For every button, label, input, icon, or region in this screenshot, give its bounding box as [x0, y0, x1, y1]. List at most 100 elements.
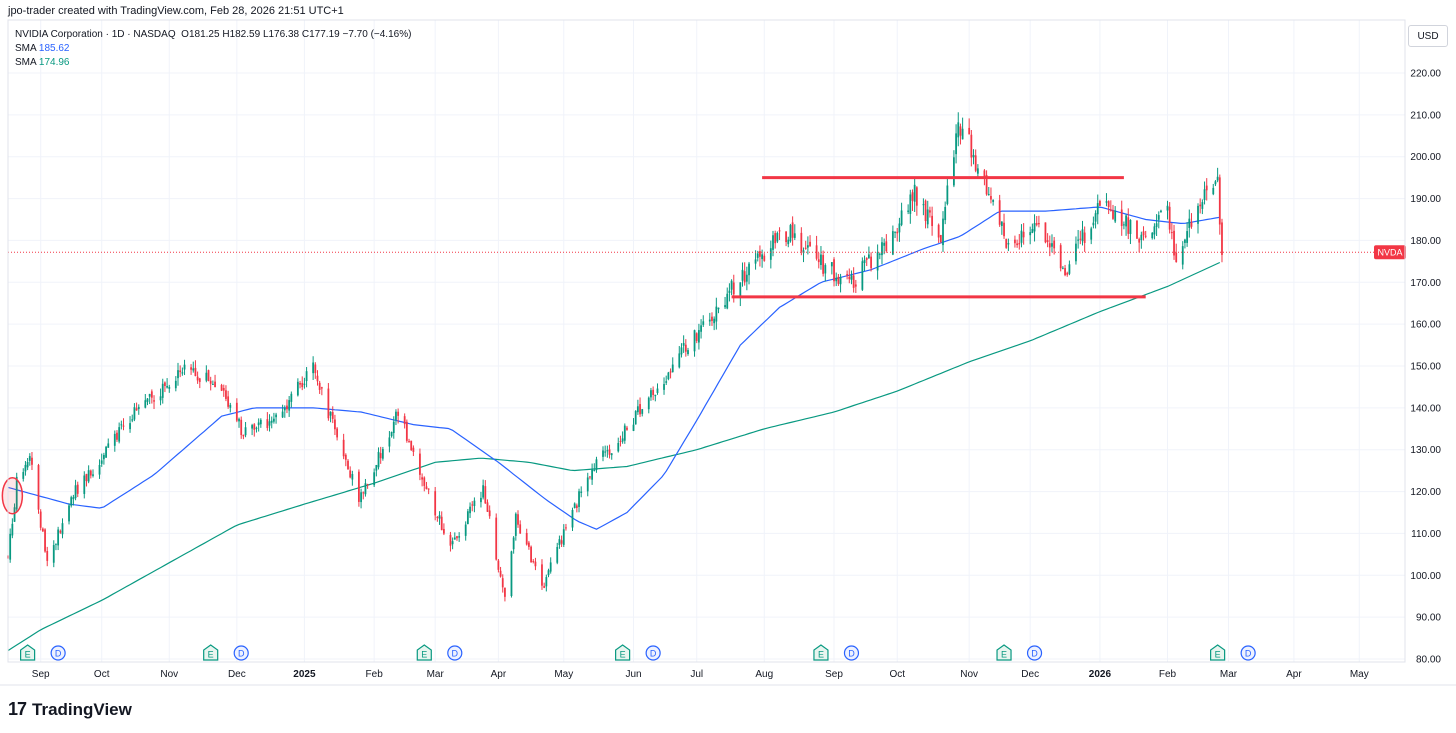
candle[interactable] — [1081, 220, 1084, 246]
candle[interactable] — [1173, 224, 1175, 260]
candle[interactable] — [436, 516, 439, 522]
candle[interactable] — [85, 473, 88, 487]
candle[interactable] — [730, 279, 733, 296]
candle[interactable] — [362, 491, 365, 500]
candle[interactable] — [876, 244, 879, 280]
candle[interactable] — [410, 440, 413, 452]
candle[interactable] — [133, 403, 136, 422]
candle[interactable] — [1212, 183, 1215, 196]
candle[interactable] — [179, 365, 182, 378]
candle[interactable] — [61, 518, 64, 539]
candle[interactable] — [320, 386, 323, 396]
candle[interactable] — [1181, 241, 1184, 270]
candle[interactable] — [804, 240, 807, 250]
candle[interactable] — [924, 199, 927, 229]
candle[interactable] — [968, 118, 971, 135]
candle[interactable] — [578, 488, 580, 513]
candle[interactable] — [1005, 238, 1008, 249]
candle[interactable] — [1216, 167, 1219, 183]
candle[interactable] — [547, 568, 550, 578]
candle[interactable] — [861, 257, 864, 291]
candle[interactable] — [820, 246, 822, 270]
candle[interactable] — [846, 270, 849, 280]
candle[interactable] — [98, 459, 101, 479]
candle[interactable] — [266, 412, 269, 431]
candle[interactable] — [942, 211, 944, 252]
candle[interactable] — [822, 250, 825, 277]
candle[interactable] — [525, 528, 528, 546]
candle[interactable] — [488, 505, 491, 519]
candle[interactable] — [484, 480, 487, 504]
candle[interactable] — [1061, 266, 1064, 270]
candle[interactable] — [669, 368, 672, 379]
candle[interactable] — [1035, 216, 1038, 227]
candle[interactable] — [52, 540, 55, 568]
candle[interactable] — [164, 381, 166, 393]
candle[interactable] — [837, 273, 840, 286]
candle[interactable] — [1000, 221, 1003, 235]
candle[interactable] — [57, 526, 60, 551]
candle[interactable] — [453, 532, 456, 540]
candle[interactable] — [573, 502, 576, 509]
candle[interactable] — [159, 388, 162, 406]
candle[interactable] — [290, 391, 293, 408]
candle[interactable] — [1140, 231, 1143, 249]
dividend-event-icon[interactable]: D — [645, 645, 661, 661]
candle[interactable] — [868, 246, 870, 259]
candle[interactable] — [211, 380, 214, 385]
candle[interactable] — [650, 387, 652, 401]
candle[interactable] — [1029, 226, 1032, 245]
candle[interactable] — [336, 427, 339, 441]
candle[interactable] — [440, 511, 443, 531]
candle[interactable] — [558, 535, 561, 549]
dividend-event-icon[interactable]: D — [50, 645, 66, 661]
candle[interactable] — [456, 535, 458, 541]
candle[interactable] — [423, 476, 426, 492]
candle[interactable] — [1175, 243, 1178, 263]
candle[interactable] — [684, 339, 687, 357]
candle[interactable] — [545, 574, 548, 592]
candle[interactable] — [255, 426, 258, 433]
candle[interactable] — [41, 527, 44, 533]
candle[interactable] — [715, 297, 718, 330]
candle[interactable] — [992, 199, 995, 206]
candle[interactable] — [1112, 204, 1114, 220]
candle[interactable] — [759, 245, 761, 267]
candle[interactable] — [745, 266, 748, 291]
candle[interactable] — [44, 528, 46, 553]
candle[interactable] — [270, 416, 273, 429]
candle[interactable] — [1007, 238, 1010, 252]
candle[interactable] — [1138, 237, 1141, 253]
candle[interactable] — [205, 365, 208, 383]
candle[interactable] — [656, 383, 659, 395]
candle[interactable] — [896, 227, 899, 242]
candle[interactable] — [425, 481, 428, 490]
candle[interactable] — [89, 469, 92, 479]
candle[interactable] — [1188, 209, 1191, 238]
candle[interactable] — [741, 262, 744, 287]
candle[interactable] — [632, 418, 635, 432]
candle[interactable] — [743, 262, 746, 286]
candle[interactable] — [466, 508, 469, 525]
candle[interactable] — [168, 384, 171, 393]
candle[interactable] — [517, 510, 519, 528]
candle[interactable] — [562, 524, 565, 548]
candle[interactable] — [848, 268, 851, 284]
candle[interactable] — [815, 235, 818, 261]
candle[interactable] — [1201, 199, 1204, 215]
candle[interactable] — [606, 445, 609, 458]
candle[interactable] — [150, 389, 153, 404]
candle[interactable] — [931, 206, 934, 236]
candle[interactable] — [510, 550, 513, 598]
candle[interactable] — [192, 361, 195, 373]
candle[interactable] — [438, 511, 441, 525]
candle[interactable] — [543, 582, 546, 589]
candle[interactable] — [74, 479, 77, 501]
candle[interactable] — [791, 216, 794, 246]
candle[interactable] — [726, 287, 729, 310]
candle[interactable] — [153, 395, 155, 410]
candle[interactable] — [974, 149, 977, 173]
candle[interactable] — [785, 231, 787, 247]
candle[interactable] — [1066, 271, 1069, 277]
candle[interactable] — [885, 234, 888, 253]
